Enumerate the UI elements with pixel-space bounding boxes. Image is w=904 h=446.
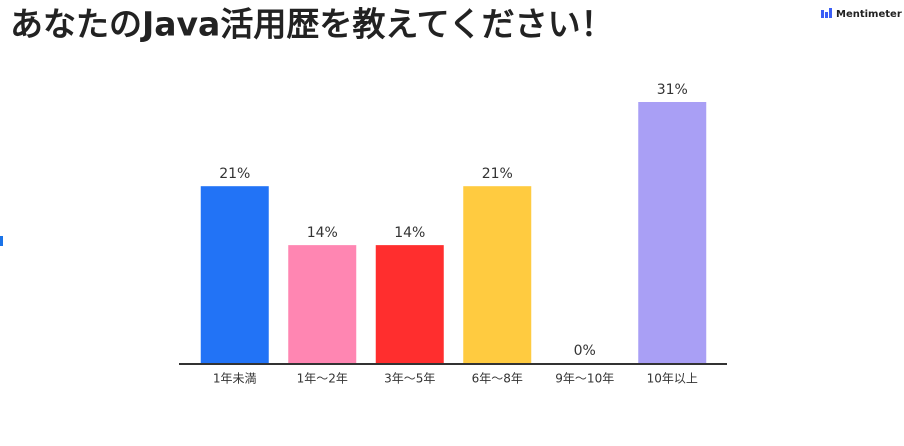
x-tick-label: 9年〜10年: [555, 372, 614, 386]
x-tick-label: 6年〜8年: [472, 372, 523, 386]
logo-bar: [825, 12, 828, 18]
logo-bar: [829, 8, 832, 18]
brand-name: Mentimeter: [836, 9, 902, 20]
chart-title: あなたのJava活用歴を教えてください！: [10, 5, 614, 44]
x-tick-label: 1年〜2年: [297, 372, 348, 386]
value-label: 21%: [219, 166, 250, 182]
bar: [638, 102, 707, 363]
brand-logo: Mentimeter: [821, 8, 902, 20]
x-tick-label: 3年〜5年: [384, 372, 435, 386]
bar: [375, 245, 444, 363]
value-label: 0%: [574, 343, 596, 359]
x-tick-label: 10年以上: [647, 372, 698, 386]
logo-bar: [821, 10, 824, 18]
value-label: 14%: [394, 225, 425, 241]
value-label: 31%: [657, 82, 688, 98]
side-marker: [0, 236, 3, 246]
value-label: 14%: [307, 225, 338, 241]
value-label: 21%: [482, 166, 513, 182]
x-tick-label: 1年未満: [213, 372, 257, 386]
bar: [288, 245, 357, 363]
bar: [200, 186, 269, 363]
bar: [463, 186, 532, 363]
